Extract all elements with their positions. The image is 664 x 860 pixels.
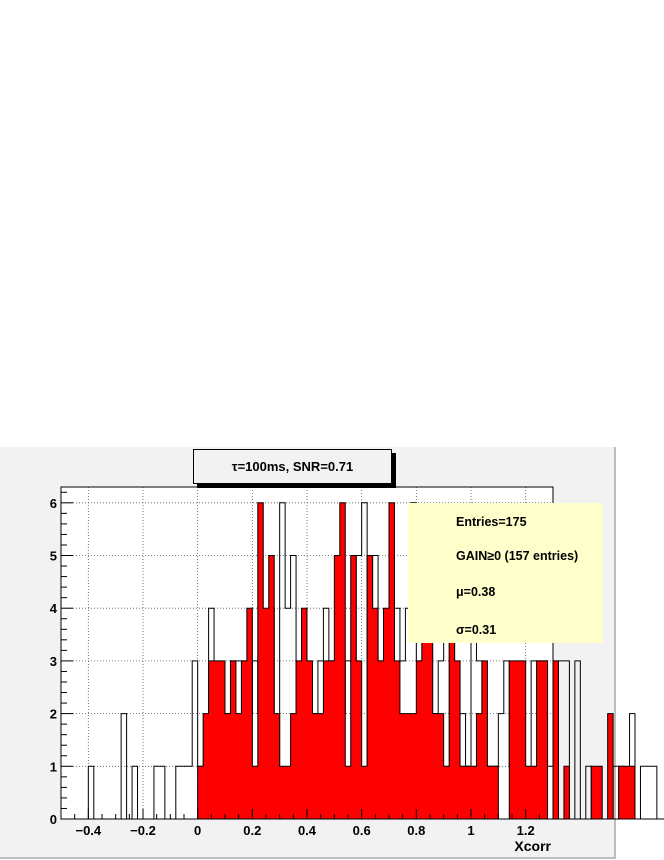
x-tick-label: 0.2 xyxy=(243,823,261,838)
x-axis-label: Xcorr xyxy=(514,838,551,854)
axis-layer: −0.4 −0.2 0 0.2 0.4 0.6 0.8 1 1.2 0 1 2 3 4 5 6 xyxy=(50,486,554,838)
stats-sigma: σ=0.31 xyxy=(456,623,497,637)
stats-gain: GAIN≥0 (157 entries) xyxy=(456,549,579,563)
y-tick-label: 1 xyxy=(50,759,57,774)
y-tick-label: 0 xyxy=(50,812,57,827)
x-tick-label: −0.4 xyxy=(75,823,101,838)
stats-entries: Entries=175 xyxy=(456,515,527,529)
x-tick-label: 0.6 xyxy=(353,823,371,838)
chart-title: τ=100ms, SNR=0.71 xyxy=(193,449,392,484)
x-tick-label: 1 xyxy=(467,823,474,838)
x-tick-label: 0.4 xyxy=(298,823,317,838)
x-tick-label: 1.2 xyxy=(517,823,535,838)
x-tick-label: −0.2 xyxy=(130,823,156,838)
y-tick-label: 5 xyxy=(50,549,57,564)
x-tick-label: 0.8 xyxy=(407,823,425,838)
y-tick-label: 6 xyxy=(50,496,57,511)
stats-mean: μ=0.38 xyxy=(456,585,496,599)
y-tick-label: 2 xyxy=(50,707,57,722)
y-tick-label: 3 xyxy=(50,654,57,669)
x-tick-label: 0 xyxy=(194,823,201,838)
y-tick-label: 4 xyxy=(50,601,58,616)
stats-box: Entries=175 GAIN≥0 (157 entries) μ=0.38 … xyxy=(408,503,603,643)
